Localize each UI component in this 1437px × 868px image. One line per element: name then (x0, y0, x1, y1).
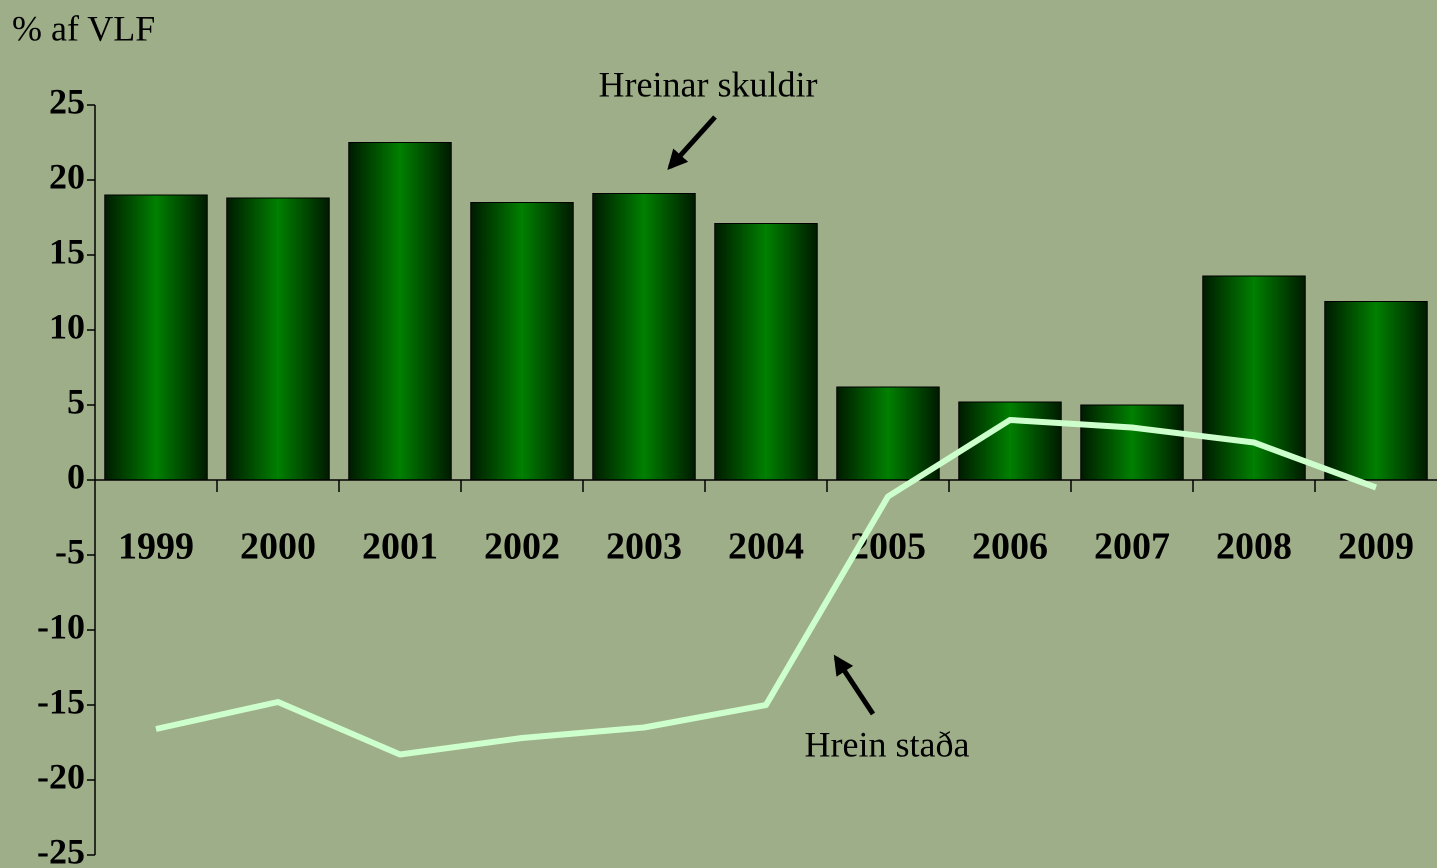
arrow (667, 115, 717, 170)
line (155, 417, 1378, 758)
axis-title: % af VLF (12, 8, 155, 48)
bar (1324, 301, 1428, 481)
series-label: Hrein staða (805, 724, 970, 764)
x-tick-label: 2000 (240, 526, 316, 568)
x-tick-label: 2002 (484, 526, 560, 568)
y-tick-label: -15 (37, 681, 85, 721)
y-tick-label: 10 (49, 306, 85, 346)
y-tick-label: 25 (49, 81, 85, 121)
x-tick-label: 2004 (728, 526, 804, 568)
y-tick-label: 20 (49, 156, 85, 196)
y-tick-label: -5 (55, 531, 85, 571)
x-tick-label: 2007 (1094, 526, 1170, 568)
y-tick-label: 0 (67, 456, 85, 496)
bar (348, 142, 452, 481)
arrow (833, 654, 876, 716)
x-tick-label: 2003 (606, 526, 682, 568)
x-tick-label: 2006 (972, 526, 1048, 568)
bar (592, 193, 696, 481)
y-tick-label: 5 (67, 381, 85, 421)
bar (1202, 275, 1306, 481)
x-tick-label: 2001 (362, 526, 438, 568)
bar (104, 194, 208, 481)
series-label: Hreinar skuldir (599, 64, 818, 104)
y-tick-label: -20 (37, 756, 85, 796)
x-tick-label: 1999 (118, 526, 194, 568)
bar (1080, 404, 1184, 481)
y-tick-label: -10 (37, 606, 85, 646)
y-tick-label: 15 (49, 231, 85, 271)
x-tick-label: 2005 (850, 526, 926, 568)
bar (226, 197, 330, 481)
bar (470, 202, 574, 481)
y-tick-label: -25 (37, 831, 85, 868)
x-tick-label: 2009 (1338, 526, 1414, 568)
bar (836, 386, 940, 481)
x-tick-label: 2008 (1216, 526, 1292, 568)
bar (714, 223, 818, 481)
